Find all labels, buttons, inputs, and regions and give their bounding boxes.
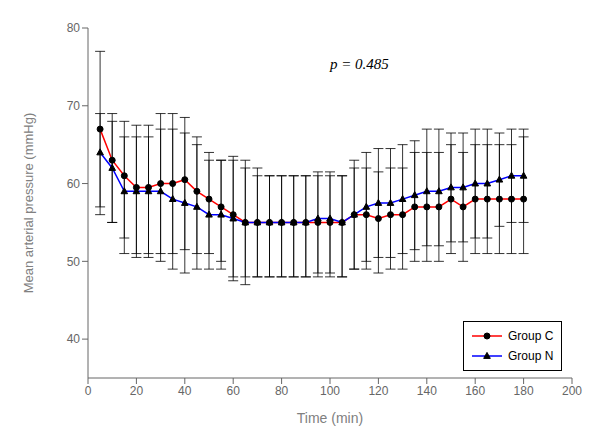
svg-text:80: 80 [67,21,81,35]
svg-text:0: 0 [85,384,92,398]
svg-text:100: 100 [320,384,340,398]
svg-text:80: 80 [275,384,289,398]
svg-text:70: 70 [67,99,81,113]
svg-text:140: 140 [417,384,437,398]
svg-text:180: 180 [514,384,534,398]
svg-text:60: 60 [67,177,81,191]
svg-text:160: 160 [465,384,485,398]
svg-text:Mean arterial pressure (mmHg): Mean arterial pressure (mmHg) [21,113,36,294]
svg-text:Time (min): Time (min) [297,410,363,426]
html-text:Group C: Group C [508,329,554,343]
svg-text:40: 40 [178,384,192,398]
svg-text:200: 200 [562,384,582,398]
html-text:p = 0.485: p = 0.485 [330,56,389,72]
html-text:Group N: Group N [508,349,554,363]
svg-text:40: 40 [67,332,81,346]
svg-text:20: 20 [130,384,144,398]
svg-text:120: 120 [368,384,388,398]
svg-text:60: 60 [227,384,241,398]
svg-text:50: 50 [67,255,81,269]
